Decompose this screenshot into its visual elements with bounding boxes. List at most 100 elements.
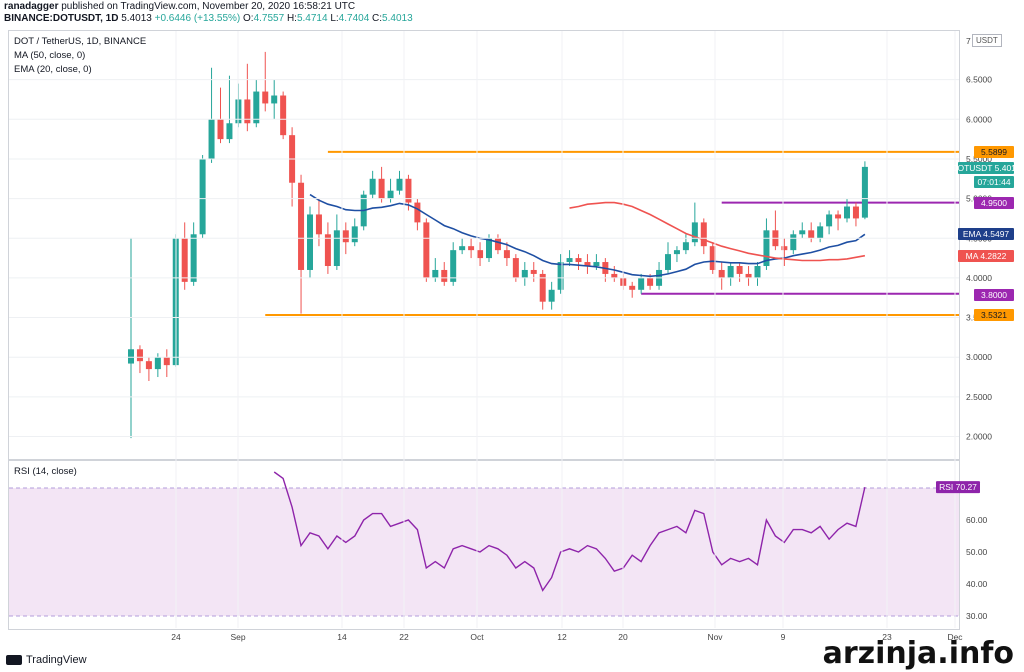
candle-body[interactable]: [512, 258, 519, 278]
time-tick-label: 22: [399, 632, 409, 642]
candle-body[interactable]: [208, 119, 215, 159]
candle-body[interactable]: [826, 214, 833, 227]
candle-body[interactable]: [665, 254, 671, 270]
candle-body[interactable]: [145, 361, 152, 370]
price-tag-label[interactable]: DOTUSDT 5.4013: [951, 163, 1021, 173]
price-tag-label[interactable]: 4.9500: [981, 198, 1007, 208]
ema-legend[interactable]: EMA (20, close, 0): [14, 64, 92, 75]
candle-body[interactable]: [745, 273, 752, 278]
candle-body[interactable]: [691, 222, 698, 243]
candle-body[interactable]: [727, 266, 734, 278]
candle-body[interactable]: [387, 190, 394, 199]
candle-body[interactable]: [450, 250, 457, 282]
candle-body[interactable]: [154, 357, 161, 370]
candle-body[interactable]: [136, 349, 143, 362]
candle-body[interactable]: [844, 206, 850, 219]
rsi-legend[interactable]: RSI (14, close): [14, 466, 77, 477]
candle-body[interactable]: [414, 202, 421, 223]
candle-body[interactable]: [369, 178, 376, 195]
candle-body[interactable]: [700, 222, 707, 247]
candle-body[interactable]: [557, 262, 564, 290]
price-tag-label[interactable]: 3.8000: [981, 290, 1007, 300]
candle-body[interactable]: [673, 250, 680, 255]
candle-body[interactable]: [709, 246, 716, 270]
ema20-line[interactable]: [309, 193, 866, 278]
time-tick-label: 14: [337, 632, 347, 642]
candle-body[interactable]: [593, 262, 600, 267]
candle-body[interactable]: [199, 158, 206, 235]
price-pane[interactable]: [8, 30, 960, 460]
candle-body[interactable]: [351, 226, 358, 243]
ma50-line[interactable]: [569, 201, 866, 262]
candle-body[interactable]: [548, 289, 555, 302]
rsi-tag-label[interactable]: RSI 70.27: [939, 482, 977, 492]
candle-body[interactable]: [280, 95, 287, 136]
candle-body[interactable]: [503, 250, 510, 259]
candle-body[interactable]: [253, 91, 260, 124]
candle-body[interactable]: [817, 226, 824, 239]
candle-body[interactable]: [718, 269, 725, 278]
candle-body[interactable]: [647, 277, 654, 286]
price-tag-label[interactable]: 5.5899: [981, 147, 1007, 157]
candle-body[interactable]: [799, 230, 806, 235]
candle-body[interactable]: [324, 234, 331, 267]
candle-body[interactable]: [682, 242, 689, 251]
price-tag-label[interactable]: EMA 4.5497: [963, 229, 1010, 239]
candle-body[interactable]: [333, 230, 340, 267]
close-value: 5.4013: [382, 13, 413, 24]
candle-body[interactable]: [262, 91, 269, 104]
candle-body[interactable]: [530, 269, 537, 274]
candle-body[interactable]: [763, 230, 770, 267]
candle-body[interactable]: [244, 99, 251, 124]
candle-body[interactable]: [307, 214, 313, 270]
candle-body[interactable]: [835, 214, 842, 219]
candle-body[interactable]: [539, 273, 546, 302]
candle-body[interactable]: [861, 166, 868, 218]
candle-body[interactable]: [754, 266, 761, 278]
candle-body[interactable]: [781, 246, 788, 251]
candle-body[interactable]: [790, 234, 797, 251]
rsi-line[interactable]: [273, 471, 866, 592]
candle-body[interactable]: [521, 269, 528, 278]
candle-body[interactable]: [342, 230, 349, 243]
candle-body[interactable]: [486, 238, 492, 259]
tradingview-logo[interactable]: TradingView: [6, 654, 87, 666]
candle-body[interactable]: [423, 222, 430, 278]
candle-body[interactable]: [432, 269, 439, 278]
candle-body[interactable]: [405, 178, 412, 203]
candle-body[interactable]: [611, 273, 618, 278]
candle-body[interactable]: [468, 246, 475, 251]
candle-body[interactable]: [226, 123, 233, 140]
candle-body[interactable]: [566, 258, 573, 263]
candle-body[interactable]: [852, 206, 859, 219]
candle-body[interactable]: [736, 266, 743, 274]
candle-body[interactable]: [378, 178, 385, 199]
candle-body[interactable]: [575, 258, 582, 263]
candle-body[interactable]: [808, 230, 815, 239]
price-tag-label[interactable]: MA 4.2822: [966, 251, 1007, 261]
candle-body[interactable]: [396, 178, 403, 191]
rsi-pane[interactable]: [8, 460, 960, 630]
symbol-legend[interactable]: DOT / TetherUS, 1D, BINANCE: [14, 36, 147, 47]
currency-tag[interactable]: USDT: [972, 34, 1002, 47]
ma-legend[interactable]: MA (50, close, 0): [14, 50, 86, 61]
candle-body[interactable]: [629, 285, 636, 290]
candle-body[interactable]: [128, 349, 134, 364]
candle-body[interactable]: [638, 277, 645, 290]
candle-body[interactable]: [190, 234, 197, 282]
candle-body[interactable]: [494, 238, 501, 251]
candle-body[interactable]: [163, 357, 170, 366]
candle-body[interactable]: [459, 246, 466, 251]
candle-body[interactable]: [298, 182, 305, 270]
candle-body[interactable]: [477, 250, 484, 259]
price-tag-label[interactable]: 07:01:44: [977, 177, 1010, 187]
author-name[interactable]: ranadagger: [4, 1, 59, 12]
candle-body[interactable]: [181, 238, 188, 282]
candle-body[interactable]: [217, 119, 224, 140]
candle-body[interactable]: [271, 95, 278, 104]
price-tag-label[interactable]: 3.5321: [981, 310, 1007, 320]
candle-body[interactable]: [584, 262, 591, 267]
candle-body[interactable]: [315, 214, 322, 235]
candle-body[interactable]: [441, 269, 448, 282]
